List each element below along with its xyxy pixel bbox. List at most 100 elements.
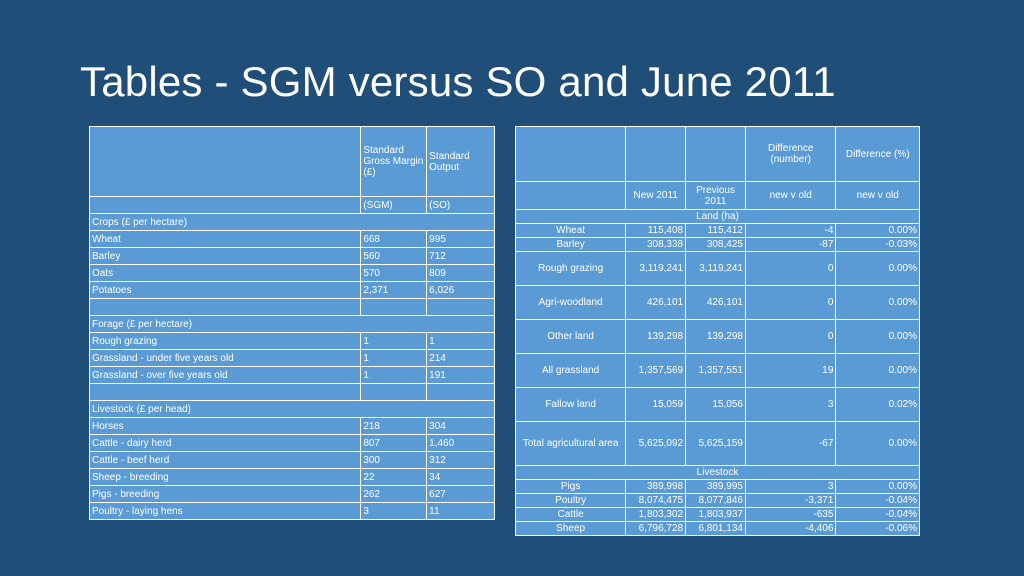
table-row: Pigs 389,998 389,995 3 0.00% — [514, 479, 920, 494]
difference-value: -635 — [744, 507, 837, 522]
table-row: Sheep - breeding 22 34 — [88, 468, 495, 486]
table-row: Rough grazing 3,119,241 3,119,241 0 0.00% — [514, 251, 920, 286]
row-label: Cattle — [514, 507, 627, 522]
row-label: Sheep — [514, 521, 627, 536]
subheader-so: (SO) — [426, 196, 495, 214]
sgm-value: 1 — [360, 349, 428, 367]
new-value: 139,298 — [625, 319, 687, 354]
difference-percent: -0.04% — [835, 493, 920, 508]
new-value: 389,998 — [625, 479, 687, 494]
section-label-crops: Crops (£ per hectare) — [89, 213, 495, 231]
row-label: Grassland - under five years old — [88, 349, 362, 367]
section-row-forage: Forage (£ per hectare) — [89, 315, 495, 333]
difference-percent: -0.04% — [835, 507, 920, 522]
row-label: Total agricultural area — [514, 421, 627, 466]
difference-value: 0 — [744, 319, 837, 354]
table-row: Wheat 115,408 115,412 -4 0.00% — [514, 223, 920, 238]
row-label: All grassland — [514, 353, 627, 388]
table-row: Agri-woodland 426,101 426,101 0 0.00% — [514, 285, 920, 320]
row-label: Cattle - dairy herd — [88, 434, 362, 452]
row-label: Rough grazing — [88, 332, 362, 350]
section-label-land: Land (ha) — [515, 209, 920, 224]
header-previous: Previous 2011 — [685, 181, 746, 210]
spacer-row — [88, 383, 495, 401]
difference-percent: -0.06% — [835, 521, 920, 536]
difference-value: -3,371 — [744, 493, 837, 508]
previous-value: 426,101 — [685, 285, 746, 320]
table-row: Fallow land 15,059 15,056 3 0.02% — [514, 387, 920, 422]
so-value: 6,026 — [426, 281, 495, 299]
table-row: Sheep 6,796,728 6,801,134 -4,406 -0.06% — [514, 521, 920, 536]
row-label: Fallow land — [514, 387, 627, 422]
forage-rows: Rough grazing 1 1 Grassland - under five ye… — [88, 332, 495, 384]
new-value: 1,357,569 — [625, 353, 687, 388]
table-row: Poultry - laying hens 3 11 — [88, 502, 495, 520]
row-label: Barley — [88, 247, 362, 265]
header-so: Standard Output — [426, 126, 495, 197]
section-label-livestock: Livestock — [515, 465, 920, 480]
so-value: 712 — [426, 247, 495, 265]
sgm-so-table: Standard Gross Margin (£) Standard Outpu… — [88, 126, 495, 520]
table-row: Horses 218 304 — [88, 417, 495, 435]
difference-value: -4 — [744, 223, 837, 238]
header-diff-percent: Difference (%) — [835, 126, 920, 182]
row-label: Agri-woodland — [514, 285, 627, 320]
row-label: Potatoes — [88, 281, 362, 299]
row-label: Poultry — [514, 493, 627, 508]
table-row: Barley 308,338 308,425 -87 -0.03% — [514, 237, 920, 252]
table-row: Grassland - under five years old 1 214 — [88, 349, 495, 367]
table-row: Other land 139,298 139,298 0 0.00% — [514, 319, 920, 354]
difference-percent: 0.00% — [835, 421, 920, 466]
row-label: Other land — [514, 319, 627, 354]
table-row: Barley 560 712 — [88, 247, 495, 265]
table-row: Wheat 668 995 — [88, 230, 495, 248]
subheader-sgm: (SGM) — [360, 196, 428, 214]
so-value: 627 — [426, 485, 495, 503]
difference-percent: 0.02% — [835, 387, 920, 422]
livestock-rows: Horses 218 304 Cattle - dairy herd 807 1,460 C… — [88, 417, 495, 520]
previous-value: 5,625,159 — [685, 421, 746, 466]
new-value: 1,803,302 — [625, 507, 687, 522]
table-row: Rough grazing 1 1 — [88, 332, 495, 350]
previous-value: 6,801,134 — [685, 521, 746, 536]
difference-value: 19 — [744, 353, 837, 388]
difference-value: 0 — [744, 285, 837, 320]
new-value: 115,408 — [625, 223, 687, 238]
so-value: 11 — [426, 502, 495, 520]
difference-value: 3 — [744, 387, 837, 422]
table-row: Cattle 1,803,302 1,803,937 -635 -0.04% — [514, 507, 920, 522]
row-label: Wheat — [514, 223, 627, 238]
difference-percent: 0.00% — [835, 479, 920, 494]
section-row-livestock: Livestock (£ per head) — [89, 400, 495, 418]
difference-percent: 0.00% — [835, 223, 920, 238]
section-row-crops: Crops (£ per hectare) — [89, 213, 495, 231]
previous-value: 115,412 — [685, 223, 746, 238]
previous-value: 389,995 — [685, 479, 746, 494]
header-new-v-old-pct: new v old — [835, 181, 920, 210]
table-subheader-row: (SGM) (SO) — [88, 196, 495, 214]
so-value: 1 — [426, 332, 495, 350]
header-diff-number: Difference (number) — [744, 126, 837, 182]
so-value: 191 — [426, 366, 495, 384]
difference-value: -87 — [744, 237, 837, 252]
june-2011-comparison-table: Difference (number) Difference (%) New 2… — [514, 126, 920, 536]
difference-value: 3 — [744, 479, 837, 494]
table-header-row: Standard Gross Margin (£) Standard Outpu… — [88, 126, 495, 197]
so-value: 809 — [426, 264, 495, 282]
new-value: 426,101 — [625, 285, 687, 320]
header-cell-empty — [88, 126, 362, 197]
row-label: Cattle - beef herd — [88, 451, 362, 469]
spacer-row — [88, 298, 495, 316]
new-value: 15,059 — [625, 387, 687, 422]
so-value: 214 — [426, 349, 495, 367]
previous-value: 3,119,241 — [685, 251, 746, 286]
section-label-forage: Forage (£ per hectare) — [89, 315, 495, 333]
table-row: Cattle - dairy herd 807 1,460 — [88, 434, 495, 452]
difference-percent: 0.00% — [835, 285, 920, 320]
new-value: 8,074,475 — [625, 493, 687, 508]
row-label: Oats — [88, 264, 362, 282]
row-label: Grassland - over five years old — [88, 366, 362, 384]
difference-value: -67 — [744, 421, 837, 466]
header-new: New 2011 — [625, 181, 687, 210]
sgm-value: 807 — [360, 434, 428, 452]
